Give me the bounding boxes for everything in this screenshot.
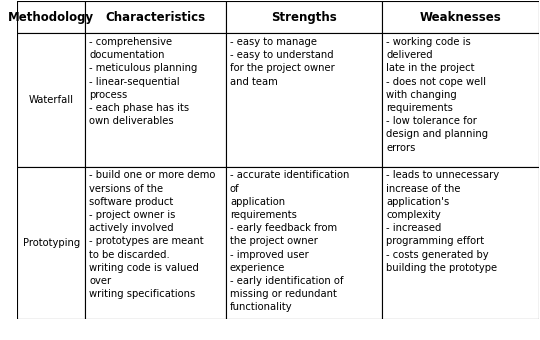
FancyBboxPatch shape bbox=[226, 33, 382, 167]
Text: Prototyping: Prototyping bbox=[23, 238, 80, 248]
FancyBboxPatch shape bbox=[226, 1, 382, 33]
FancyBboxPatch shape bbox=[85, 1, 226, 33]
Text: - easy to manage
- easy to understand
for the project owner
and team: - easy to manage - easy to understand fo… bbox=[230, 37, 335, 87]
Text: - accurate identification
of
application
requirements
- early feedback from
the : - accurate identification of application… bbox=[230, 170, 349, 312]
FancyBboxPatch shape bbox=[17, 1, 538, 319]
Text: - build one or more demo
versions of the
software product
- project owner is
act: - build one or more demo versions of the… bbox=[89, 170, 215, 299]
Text: Characteristics: Characteristics bbox=[105, 11, 206, 24]
FancyBboxPatch shape bbox=[382, 1, 538, 33]
Text: - comprehensive
documentation
- meticulous planning
- linear-sequential
process
: - comprehensive documentation - meticulo… bbox=[89, 37, 198, 126]
FancyBboxPatch shape bbox=[17, 167, 85, 319]
Text: Waterfall: Waterfall bbox=[29, 95, 73, 105]
Text: Weaknesses: Weaknesses bbox=[420, 11, 501, 24]
FancyBboxPatch shape bbox=[382, 167, 538, 319]
FancyBboxPatch shape bbox=[382, 33, 538, 167]
FancyBboxPatch shape bbox=[226, 167, 382, 319]
Text: Strengths: Strengths bbox=[271, 11, 337, 24]
Text: Methodology: Methodology bbox=[8, 11, 94, 24]
Text: - leads to unnecessary
increase of the
application's
complexity
- increased
prog: - leads to unnecessary increase of the a… bbox=[387, 170, 500, 273]
FancyBboxPatch shape bbox=[85, 33, 226, 167]
FancyBboxPatch shape bbox=[17, 33, 85, 167]
FancyBboxPatch shape bbox=[17, 1, 85, 33]
FancyBboxPatch shape bbox=[85, 167, 226, 319]
Text: - working code is
delivered
late in the project
- does not cope well
with changi: - working code is delivered late in the … bbox=[387, 37, 489, 153]
